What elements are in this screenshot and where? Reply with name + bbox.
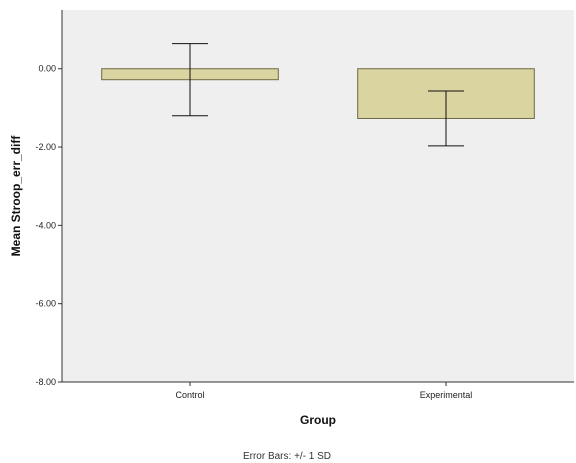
y-tick-label: -6.00 (35, 299, 56, 309)
plot-area (62, 10, 574, 382)
x-tick-label-experimental: Experimental (420, 390, 473, 400)
y-tick-label: -8.00 (35, 377, 56, 387)
error-bars-layer (172, 43, 464, 147)
error-bar-footnote: Error Bars: +/- 1 SD (243, 451, 331, 462)
x-ticks: Control Experimental (175, 382, 472, 400)
y-tick-label: -4.00 (35, 220, 56, 230)
y-tick-label: 0.00 (38, 64, 56, 74)
y-axis-title: Mean Stroop_err_diff (9, 135, 23, 257)
y-tick-label: -2.00 (35, 142, 56, 152)
y-ticks: 0.00 -2.00 -4.00 -6.00 -8.00 (35, 64, 62, 387)
x-tick-label-control: Control (175, 390, 204, 400)
x-axis-title: Group (300, 413, 336, 427)
